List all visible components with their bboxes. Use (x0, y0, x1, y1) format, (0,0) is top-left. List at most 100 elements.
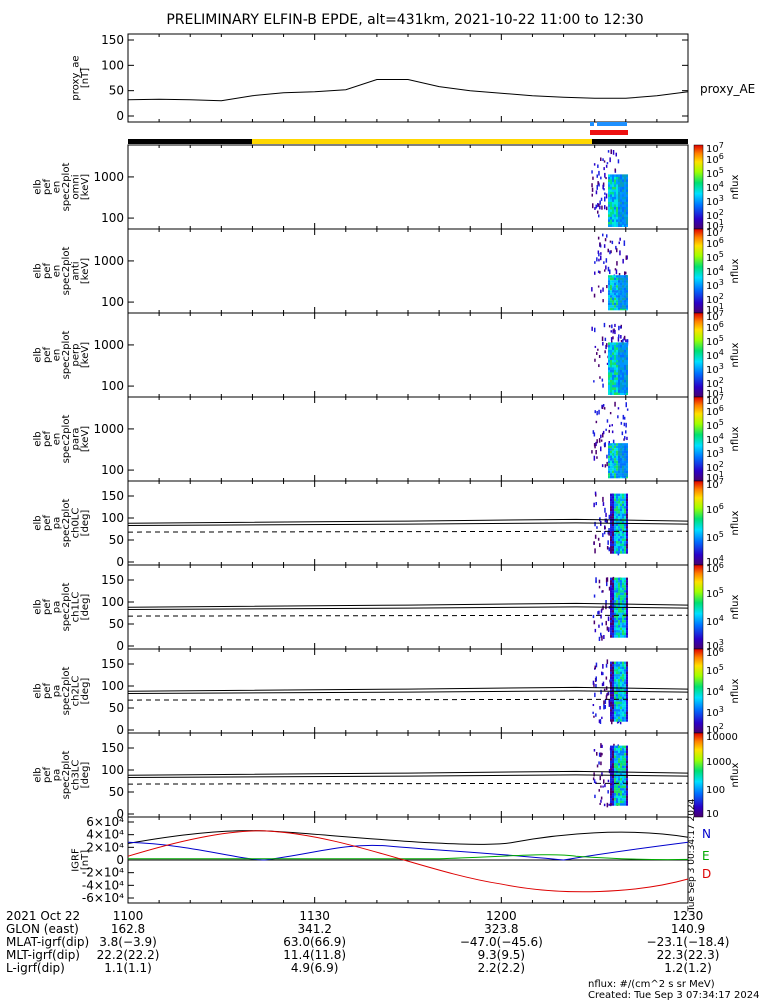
para-cell (612, 448, 614, 451)
ch0lc-cell (612, 503, 614, 507)
anti-cell (614, 295, 616, 298)
perp-cell (604, 337, 607, 342)
ch0lc-cell (620, 513, 622, 517)
ch1lc-cell (606, 582, 608, 587)
anti-cell (616, 305, 618, 308)
ch3lc-cell (622, 803, 624, 806)
ch1lc-cell (618, 587, 620, 591)
para-cell (612, 460, 614, 464)
ch0lc-cell (616, 526, 618, 529)
ch1lc-cell (612, 580, 614, 583)
perp-cell (612, 362, 614, 365)
para-cell (612, 443, 614, 446)
perp-cell (616, 369, 618, 373)
omni-cell (614, 214, 616, 217)
para-cell (616, 463, 618, 466)
ch0lc-cell (620, 548, 622, 552)
ch0lc-cell (604, 507, 606, 513)
para-cell (626, 436, 628, 441)
proxy-ae-ytick-label: 100 (101, 58, 124, 72)
ch1lc-cell (598, 579, 601, 584)
ch0lc-cell (610, 503, 612, 507)
ch2lc-cell (616, 676, 618, 680)
anti-cell (593, 293, 596, 298)
ch1lc-cell (626, 592, 628, 596)
perp-spectrogram (591, 322, 629, 395)
ch2lc-cell (626, 671, 628, 675)
para-cell (594, 410, 596, 414)
para-cell (596, 456, 598, 459)
ch2lc-cell (622, 664, 624, 667)
ch3lc-cell (612, 775, 614, 779)
ch2lc-cell (624, 676, 626, 680)
ch0lc-cell (620, 538, 622, 542)
para-cell (610, 475, 612, 479)
perp-cell (608, 389, 610, 393)
ch3lc-cell (610, 763, 612, 766)
perp-cell (612, 352, 614, 355)
ch3lc-cell (624, 788, 626, 791)
ch2lc-ylabel-line: elb (33, 683, 44, 698)
ch1lc-cell (616, 580, 618, 583)
anti-ytick-label: 100 (101, 295, 124, 309)
ch2lc-cell (620, 716, 622, 720)
bar-day-segment (252, 139, 592, 144)
anti-cell (602, 233, 604, 237)
ch2lc-cell (616, 701, 618, 705)
ch3lc-cell (626, 775, 628, 779)
ch0lc-cell (620, 496, 622, 499)
omni-cell (598, 214, 600, 218)
ch1lc-cell (616, 632, 618, 636)
ch3lc-cell (610, 778, 612, 781)
anti-cell (614, 287, 616, 291)
ch2lc-cell (600, 689, 602, 695)
ch1lc-cell (624, 625, 626, 628)
ch2lc-cell (614, 679, 616, 682)
anti-ylabel-line: elb (33, 263, 44, 278)
ch2lc-cell (612, 664, 614, 667)
footer-row-value: 9.3(9.5) (478, 948, 526, 962)
ch2lc-colorbar (693, 648, 704, 734)
ch1lc-cell (595, 577, 597, 582)
ch2lc-cell (622, 709, 624, 712)
ch3lc-cell (616, 798, 618, 801)
perp-cell (626, 340, 629, 345)
ch0lc-cell (624, 528, 626, 532)
omni-cell (608, 174, 610, 177)
ch1lc-cell (624, 605, 626, 608)
omni-cell (608, 176, 610, 180)
ch0lc-cell (624, 523, 626, 527)
para-cell (593, 432, 596, 437)
ch3lc-cell (622, 750, 624, 754)
ch3lc-cell (595, 781, 597, 784)
ch0lc-cell (618, 498, 620, 502)
omni-cell (593, 163, 596, 166)
ch2lc-cell (626, 684, 628, 687)
ch3lc-cell (614, 758, 616, 761)
ch0lc-cell (622, 538, 624, 542)
ch2lc-cell (610, 694, 612, 697)
ch0lc-cell (618, 521, 620, 524)
ch2lc-cell (624, 706, 626, 710)
ch3lc-cell (614, 765, 616, 769)
ch2lc-cell (620, 666, 622, 670)
para-ylabel-line: en (52, 433, 63, 446)
perp-cell (610, 347, 612, 350)
omni-cell (597, 210, 599, 214)
ch1lc-cell (618, 605, 620, 608)
ch1lc-cell (622, 615, 624, 618)
omni-cell (609, 157, 611, 163)
omni-cell (605, 164, 608, 168)
perp-cell (618, 334, 620, 339)
anti-cell (603, 261, 605, 264)
perp-cell (614, 349, 616, 353)
ch2lc-cell (593, 715, 595, 718)
ch2lc-cell (612, 684, 614, 687)
perp-cell (608, 367, 610, 370)
ch2lc-cell (610, 701, 612, 705)
ch0lc-cell (618, 548, 620, 552)
ch0lc-cell (620, 526, 622, 529)
ch1lc-cell (622, 620, 624, 623)
perp-cell (591, 326, 593, 331)
